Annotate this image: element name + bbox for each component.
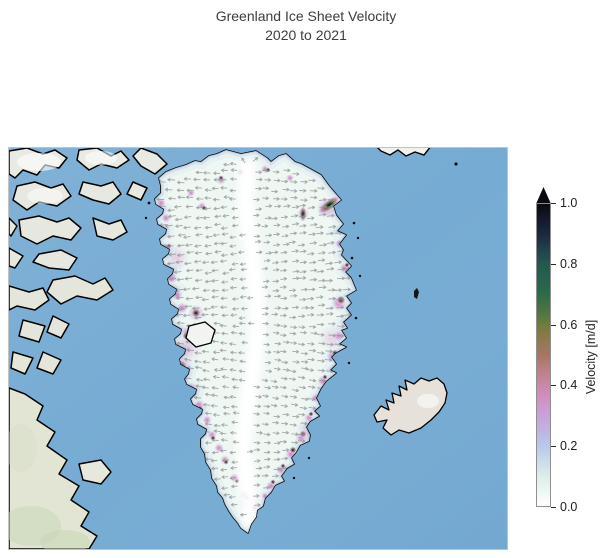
colorbar-tick-label: 0.0 [560,500,578,514]
colorbar-tick [551,446,556,447]
offshore-islands [144,201,362,480]
colorbar-axis-label: Velocity [m/d] [584,319,598,395]
colorbar-tick-label: 0.8 [560,257,578,271]
colorbar-tick [551,264,556,265]
colorbar-tick [551,203,556,204]
vatnajokull-icecap [417,394,439,408]
colorbar-tick [551,507,556,508]
colorbar-gradient [536,203,551,507]
greenland-map [9,148,507,549]
small-island-dot [454,162,458,166]
colorbar-tick-label: 1.0 [560,196,578,210]
title-block: Greenland Ice Sheet Velocity 2020 to 202… [0,7,612,45]
colorbar-tick [551,385,556,386]
figure-title: Greenland Ice Sheet Velocity [215,8,397,24]
colorbar-tick-label: 0.2 [560,439,578,453]
jan-mayen [414,288,419,299]
colorbar-tick-label: 0.4 [560,378,578,392]
colorbar-tick-label: 0.6 [560,318,578,332]
colorbar-extend-arrow [536,187,551,204]
flow-arrows [156,157,353,517]
colorbar-tick [551,325,556,326]
figure-subtitle: 2020 to 2021 [265,27,347,43]
canadian-archipelago [9,148,168,549]
iceland [373,377,448,436]
tundra-patches [9,151,117,549]
svalbard [377,148,431,157]
map-canvas [8,147,508,550]
